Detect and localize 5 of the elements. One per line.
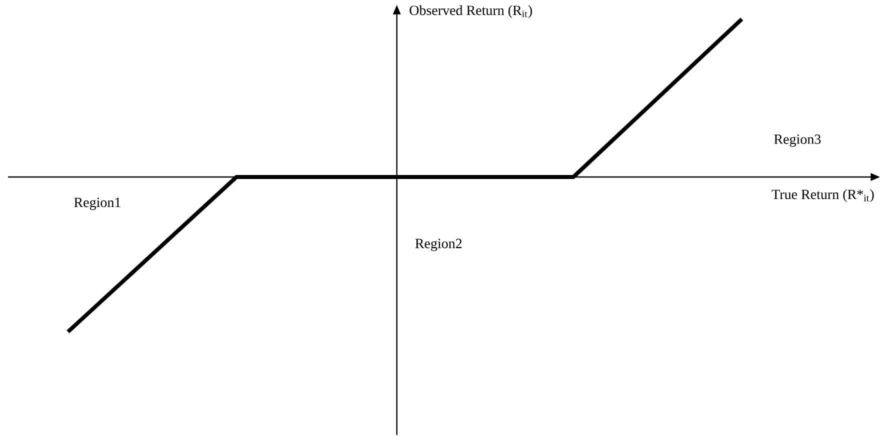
annotation: Region3 (774, 134, 821, 147)
annotation: Region1 (74, 198, 120, 210)
y-axis-title: Observed Return (R$_{it}$) (410, 5, 532, 18)
x-axis-title: True Return (R*$_{it}$) (772, 189, 874, 202)
annotation: Region2 (415, 238, 462, 252)
